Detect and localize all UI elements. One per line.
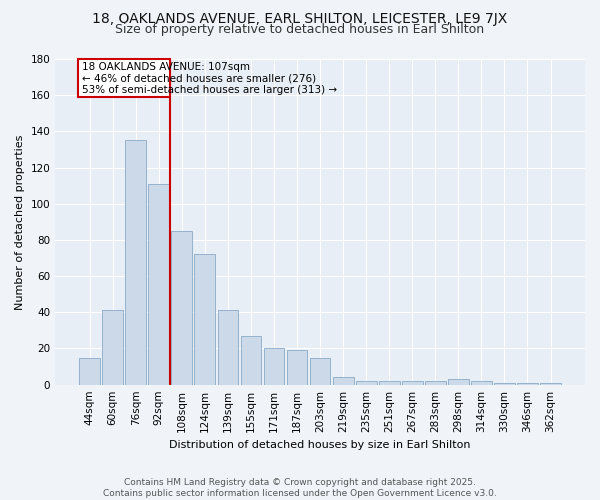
Text: 18, OAKLANDS AVENUE, EARL SHILTON, LEICESTER, LE9 7JX: 18, OAKLANDS AVENUE, EARL SHILTON, LEICE… bbox=[92, 12, 508, 26]
Text: Contains HM Land Registry data © Crown copyright and database right 2025.
Contai: Contains HM Land Registry data © Crown c… bbox=[103, 478, 497, 498]
Bar bbox=[79, 358, 100, 384]
Bar bbox=[125, 140, 146, 384]
Text: 18 OAKLANDS AVENUE: 107sqm: 18 OAKLANDS AVENUE: 107sqm bbox=[82, 62, 250, 72]
Bar bbox=[194, 254, 215, 384]
Bar bbox=[448, 380, 469, 384]
Bar bbox=[333, 378, 353, 384]
Text: 53% of semi-detached houses are larger (313) →: 53% of semi-detached houses are larger (… bbox=[82, 86, 337, 96]
FancyBboxPatch shape bbox=[78, 59, 170, 97]
Bar bbox=[148, 184, 169, 384]
Bar bbox=[356, 381, 377, 384]
X-axis label: Distribution of detached houses by size in Earl Shilton: Distribution of detached houses by size … bbox=[169, 440, 471, 450]
Bar bbox=[471, 381, 492, 384]
Text: Size of property relative to detached houses in Earl Shilton: Size of property relative to detached ho… bbox=[115, 22, 485, 36]
Bar bbox=[402, 381, 422, 384]
Bar bbox=[102, 310, 123, 384]
Bar bbox=[494, 383, 515, 384]
Text: ← 46% of detached houses are smaller (276): ← 46% of detached houses are smaller (27… bbox=[82, 74, 316, 84]
Bar bbox=[218, 310, 238, 384]
Bar bbox=[379, 381, 400, 384]
Bar bbox=[287, 350, 307, 384]
Bar bbox=[425, 381, 446, 384]
Bar bbox=[310, 358, 331, 384]
Bar bbox=[540, 383, 561, 384]
Bar bbox=[241, 336, 262, 384]
Bar bbox=[172, 231, 192, 384]
Bar bbox=[517, 383, 538, 384]
Bar bbox=[263, 348, 284, 384]
Y-axis label: Number of detached properties: Number of detached properties bbox=[15, 134, 25, 310]
